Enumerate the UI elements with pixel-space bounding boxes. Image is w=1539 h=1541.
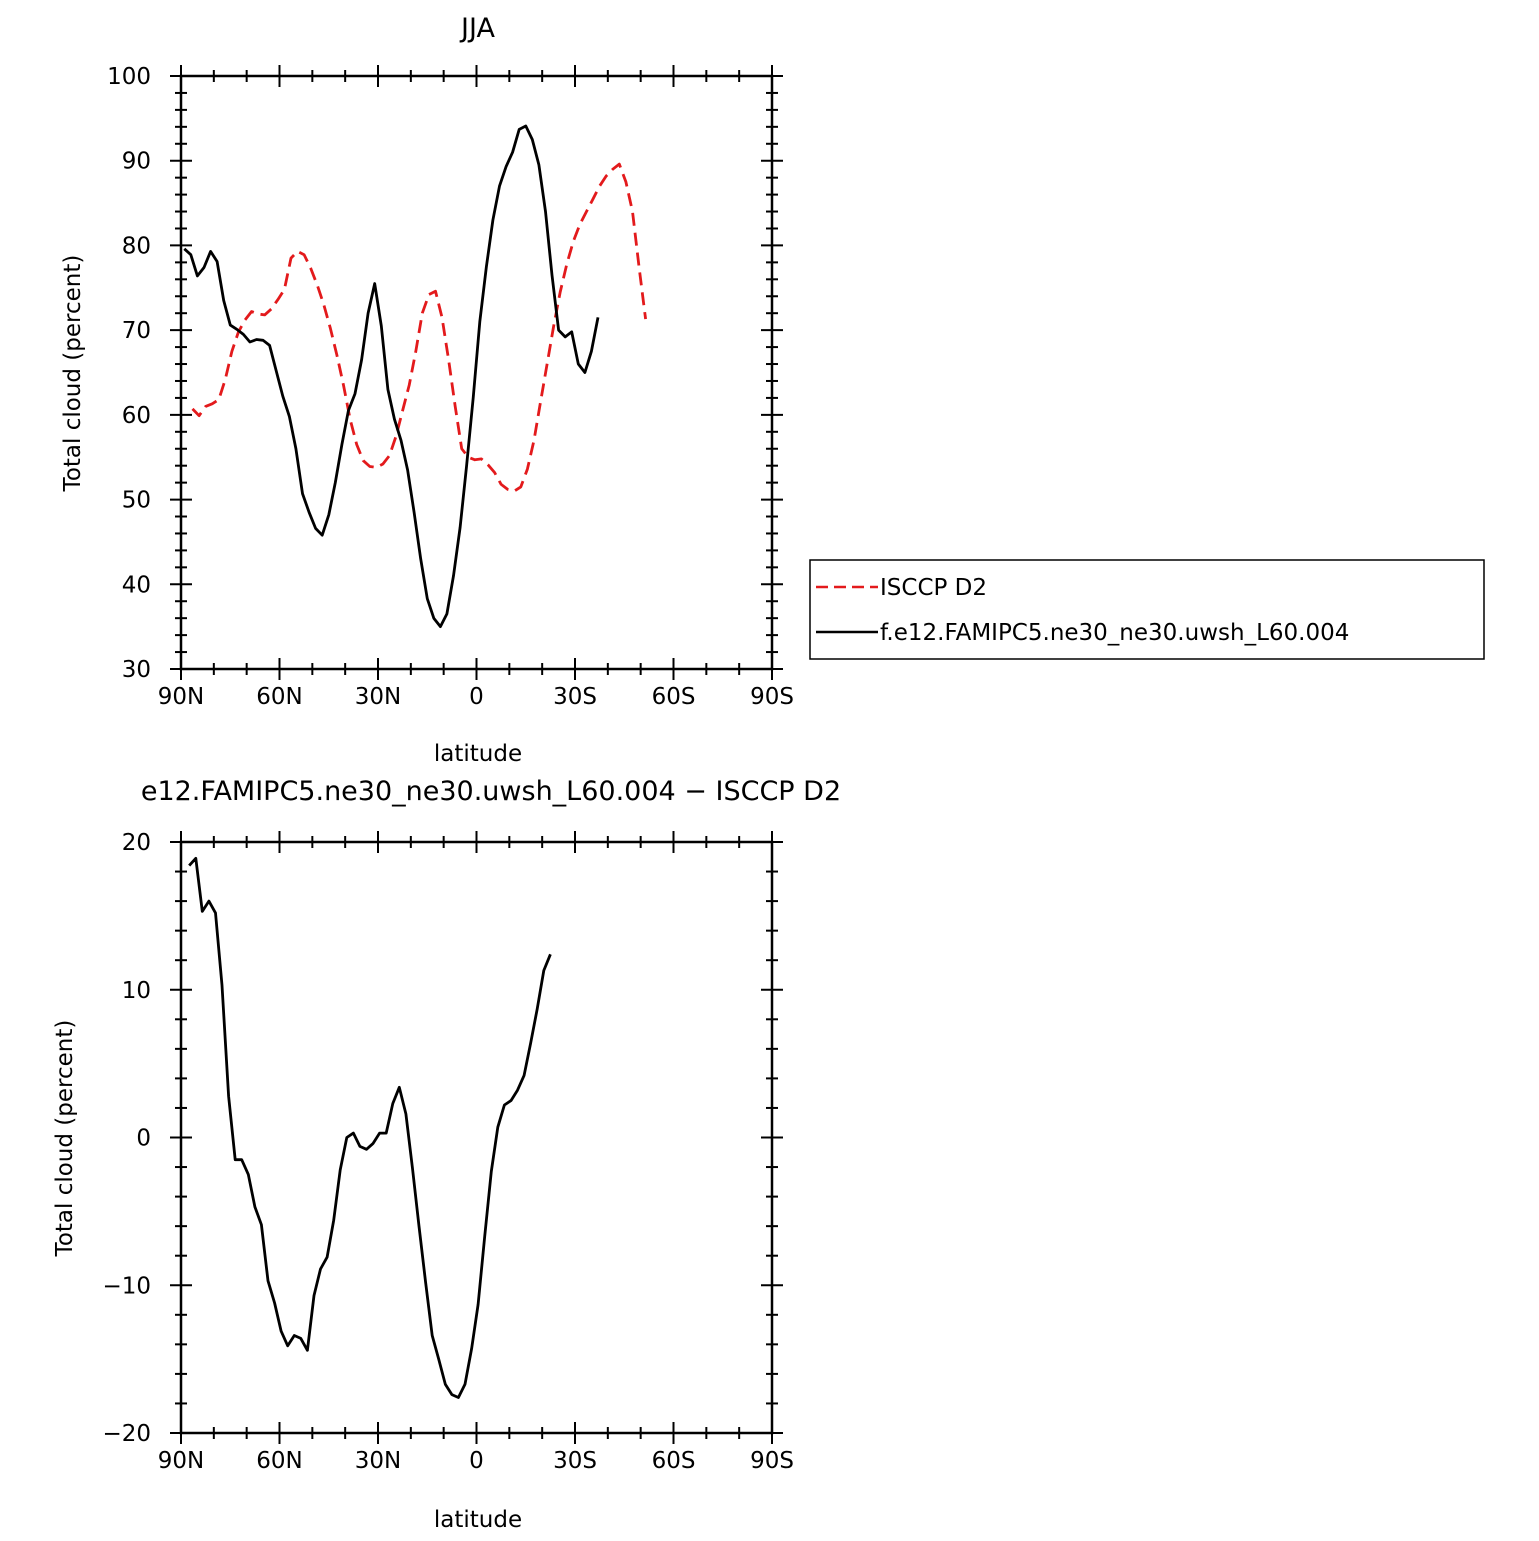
bottom-y-tick-label: −20 — [102, 1421, 151, 1447]
top-y-tick-label: 60 — [122, 403, 151, 429]
top-panel: JJA latitude Total cloud (percent) 90N 60… — [60, 13, 794, 767]
top-x-tick-label: 30N — [355, 684, 401, 710]
top-x-tick-label: 90N — [158, 684, 204, 710]
bottom-x-tick-label: 30S — [553, 1448, 597, 1474]
top-x-tick-label: 60S — [652, 684, 696, 710]
bottom-x-tick-label: 60S — [652, 1448, 696, 1474]
bottom-plot-frame — [179, 840, 774, 1435]
bottom-x-tick-label: 90S — [750, 1448, 794, 1474]
top-y-tick-label: 80 — [122, 233, 151, 259]
top-series-line-2 — [183, 124, 600, 628]
top-series-line-1 — [191, 162, 647, 493]
bottom-chart-title: e12.FAMIPC5.ne30_ne30.uwsh_L60.004 − ISC… — [141, 776, 841, 807]
legend-box — [809, 559, 1485, 660]
legend-label-model: f.e12.FAMIPC5.ne30_ne30.uwsh_L60.004 — [880, 620, 1349, 646]
legend: ISCCP D2 f.e12.FAMIPC5.ne30_ne30.uwsh_L6… — [809, 559, 1485, 660]
bottom-x-tick-label: 60N — [256, 1448, 302, 1474]
bottom-x-tick-label: 0 — [469, 1448, 484, 1474]
top-y-tick-label: 50 — [122, 488, 151, 514]
legend-label-isccp: ISCCP D2 — [880, 575, 987, 601]
bottom-panel: e12.FAMIPC5.ne30_ne30.uwsh_L60.004 − ISC… — [52, 776, 841, 1533]
top-y-tick-label: 40 — [122, 572, 151, 598]
bottom-y-tick-label: 10 — [122, 978, 151, 1004]
bottom-x-tick-label: 30N — [355, 1448, 401, 1474]
top-y-tick-label: 100 — [107, 64, 151, 90]
top-x-tick-label: 60N — [256, 684, 302, 710]
top-x-tick-label: 30S — [553, 684, 597, 710]
bottom-y-tick-label: −10 — [102, 1273, 151, 1299]
top-x-tick-label: 90S — [750, 684, 794, 710]
bottom-y-tick-label: 20 — [122, 830, 151, 856]
top-x-tick-label: 0 — [469, 684, 484, 710]
top-x-axis-label: latitude — [434, 741, 522, 767]
bottom-y-tick-label: 0 — [136, 1126, 151, 1152]
bottom-y-axis-label: Total cloud (percent) — [52, 1020, 78, 1258]
bottom-x-tick-label: 90N — [158, 1448, 204, 1474]
top-y-axis-label: Total cloud (percent) — [60, 255, 86, 493]
top-y-tick-label: 90 — [122, 149, 151, 175]
top-y-tick-label: 30 — [122, 657, 151, 683]
bottom-series-line-1 — [188, 856, 552, 1399]
top-chart-title: JJA — [459, 13, 495, 44]
bottom-x-axis-label: latitude — [434, 1507, 522, 1533]
top-y-tick-label: 70 — [122, 318, 151, 344]
